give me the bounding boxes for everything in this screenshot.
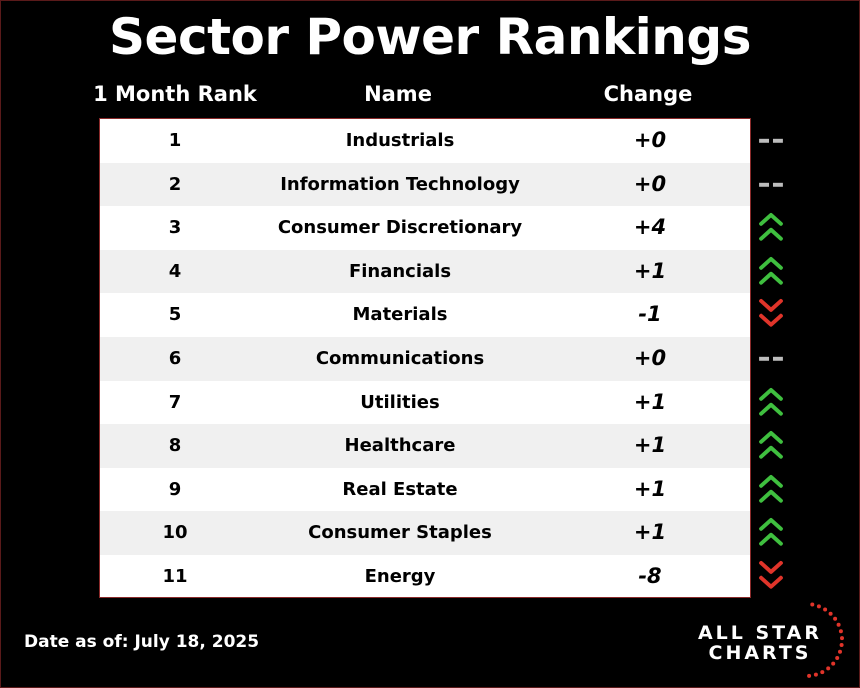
table-row: 9 Real Estate +1 [100,468,750,512]
table-row: 3 Consumer Discretionary +4 [100,206,750,250]
rank-cell: 9 [168,478,182,500]
double-chevron-up-icon [758,381,784,425]
flat-dash-icon [758,119,784,163]
double-chevron-up-icon [758,424,784,468]
rank-cell: 5 [168,304,182,326]
rank-cell: 6 [168,348,182,369]
table-row: 2 Information Technology +0 [100,162,750,207]
all-star-charts-logo: ALL STAR CHARTS [694,600,850,680]
change-cell: +0 [633,128,667,152]
rank-cell: 8 [168,435,182,457]
sector-name-cell: Real Estate [342,478,458,500]
table-row: 11 Energy -8 [100,555,750,599]
double-chevron-up-icon [758,206,784,250]
table-row: 7 Utilities +1 [100,381,750,425]
logo-line-1: ALL STAR [697,622,823,644]
sector-name-cell: Materials [352,304,448,326]
rank-cell: 2 [168,173,182,195]
double-chevron-down-icon [758,293,784,337]
rank-cell: 3 [168,217,182,239]
rank-cell: 4 [168,260,182,282]
change-cell: +1 [633,433,667,458]
change-cell: +1 [633,258,667,283]
sector-name-cell: Financials [348,260,452,282]
sector-name-cell: Communications [315,348,485,369]
column-header-rank: 1 Month Rank [93,82,257,106]
sector-name-cell: Utilities [360,391,440,413]
rank-cell: 1 [168,130,182,151]
change-cell: +0 [633,171,667,196]
page-title: Sector Power Rankings [109,8,751,66]
double-chevron-up-icon [758,250,784,294]
table-row: 6 Communications +0 [100,337,750,381]
sector-name-cell: Industrials [345,130,455,151]
change-cell: -1 [638,302,662,327]
change-cell: -8 [638,564,662,588]
double-chevron-up-icon [758,511,784,555]
sector-name-cell: Energy [364,566,436,587]
rank-cell: 7 [168,391,182,413]
column-header-name: Name [364,82,432,106]
as-of-date: Date as of: July 18, 2025 [24,632,260,652]
table-row: 4 Financials +1 [100,249,750,294]
rankings-table: 1 Industrials +0 2 Information Technology +0 3… [99,118,751,598]
flat-dash-icon [758,337,784,381]
table-row: 8 Healthcare +1 [100,424,750,468]
logo-line-2: CHARTS [708,642,812,664]
double-chevron-up-icon [758,468,784,512]
logo-star-arc-icon [807,602,844,678]
sector-name-cell: Healthcare [344,435,456,457]
flat-dash-icon [758,163,784,207]
change-cell: +1 [633,476,667,501]
sector-name-cell: Consumer Discretionary [277,217,523,239]
sector-name-cell: Information Technology [280,173,520,195]
table-row: 5 Materials -1 [100,293,750,337]
column-header-change: Change [603,82,693,106]
change-cell: +1 [633,520,667,545]
rank-cell: 11 [162,566,188,587]
change-cell: +0 [633,346,667,370]
table-row: 1 Industrials +0 [100,119,750,163]
rank-cell: 10 [162,522,188,544]
double-chevron-down-icon [758,555,784,599]
change-cell: +4 [633,215,667,240]
change-cell: +1 [633,389,667,414]
table-row: 10 Consumer Staples +1 [100,511,750,555]
sector-name-cell: Consumer Staples [308,522,492,544]
